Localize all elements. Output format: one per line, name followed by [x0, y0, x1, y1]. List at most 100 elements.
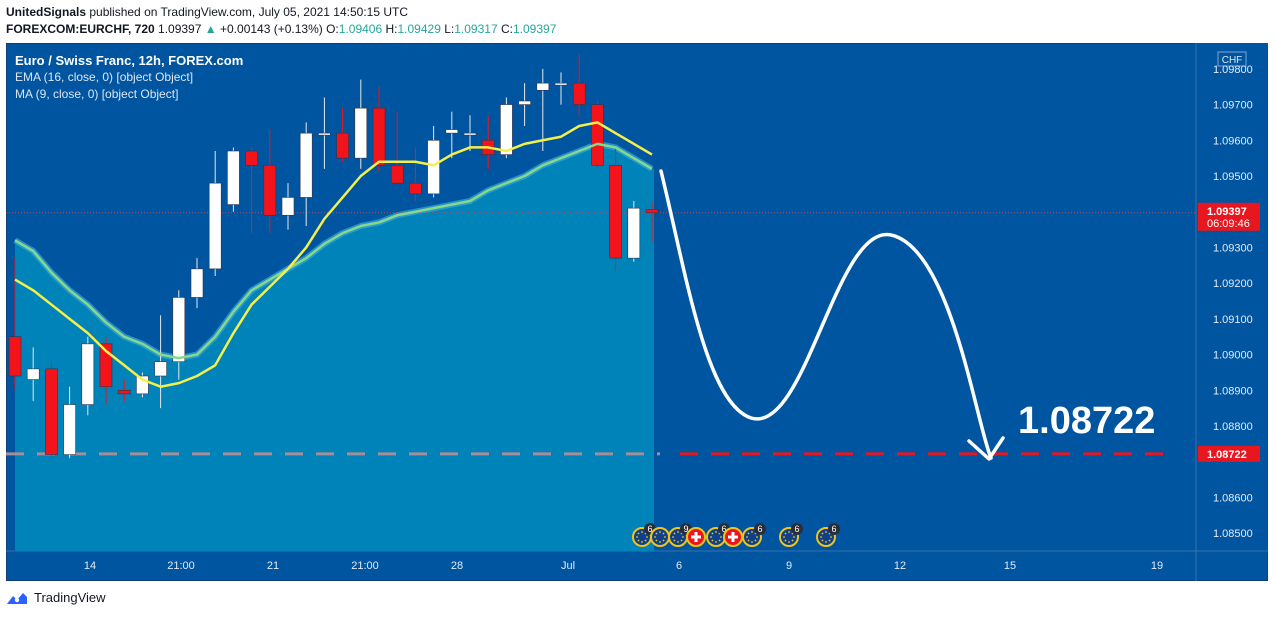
currency-box [1217, 51, 1247, 67]
candle-body[interactable] [208, 182, 222, 270]
last-price-badge-value: 1.09397 [1207, 206, 1247, 218]
event-count-label: 6 [831, 524, 836, 534]
eu-star-dot [637, 539, 640, 542]
eu-star-dot [783, 536, 785, 538]
eu-star-dot [821, 532, 824, 535]
event-count-label: 6 [794, 524, 799, 534]
legend-ma[interactable]: MA (9, close, 0) [object Object] [15, 87, 179, 101]
candle-body[interactable] [245, 150, 258, 166]
candle-body[interactable] [190, 268, 204, 298]
chart-legend: Euro / Swiss Franc, 12h, FOREX.com EMA (… [15, 52, 243, 103]
eu-star-dot [659, 531, 661, 533]
eu-star-dot [637, 532, 640, 535]
time-tick-label: 14 [84, 560, 96, 572]
candle-body[interactable] [172, 297, 186, 363]
last-price-badge [1198, 202, 1260, 231]
candle-body[interactable] [117, 389, 131, 395]
eu-star-dot [654, 536, 656, 538]
eu-star-dot [788, 541, 790, 543]
currency-label[interactable]: CHF [1222, 55, 1243, 66]
legend-ema[interactable]: EMA (16, close, 0) [object Object] [15, 70, 194, 84]
ma-line[interactable] [14, 121, 653, 388]
eu-star-dot [830, 536, 832, 538]
chart-frame[interactable]: 1.08722 CHF 1.09800 1.09700 1.09600 1.09500 1.… [6, 43, 1268, 581]
price-tick-label: 1.08900 [1213, 385, 1253, 397]
candle-body[interactable] [518, 100, 531, 105]
eu-star-dot [784, 532, 787, 535]
candle-body[interactable] [390, 164, 404, 184]
event-count-label: 9 [683, 524, 688, 534]
price-tick-label: 1.09700 [1213, 100, 1253, 112]
eu-star-dot [825, 541, 827, 543]
target-annotation: 1.08722 [1018, 400, 1155, 442]
candle-body[interactable] [536, 82, 550, 91]
candle-body[interactable] [372, 107, 386, 166]
tradingview-logo-icon [7, 592, 27, 604]
candle-body[interactable] [609, 164, 622, 259]
eu-star-dot [641, 541, 643, 543]
author-name[interactable]: UnitedSignals [6, 5, 87, 19]
eu-star-dot [791, 539, 794, 542]
price-tick-label: 1.08600 [1213, 492, 1253, 504]
high-label: H: [385, 22, 398, 36]
candle-body[interactable] [318, 132, 331, 136]
eu-star-dot [756, 536, 758, 538]
candle-body[interactable] [336, 132, 349, 159]
candle-body[interactable] [427, 139, 440, 195]
eu-star-dot [793, 536, 795, 538]
candle-body[interactable] [26, 368, 40, 380]
footer-brand-label: TradingView [34, 590, 106, 605]
candle-body[interactable] [445, 129, 459, 134]
change-text: +0.00143 (+0.13%) [220, 22, 323, 36]
eu-star-dot [644, 539, 647, 542]
candle-body[interactable] [63, 404, 76, 455]
candle-body[interactable] [81, 343, 95, 405]
time-tick-label: Jul [561, 560, 575, 572]
symbol-label: FOREXCOM:EURCHF, 720 [6, 22, 155, 36]
legend-title: Euro / Swiss Franc, 12h, FOREX.com [15, 53, 244, 68]
candle-body[interactable] [554, 82, 568, 86]
eu-star-dot [718, 539, 721, 542]
eu-flag-icon[interactable] [650, 527, 670, 547]
candle-body[interactable] [572, 82, 586, 105]
candle-body[interactable] [409, 182, 422, 195]
candle-body[interactable] [354, 107, 368, 159]
candle-body[interactable] [227, 150, 240, 205]
time-tick-label: 21:00 [351, 560, 379, 572]
candle-body[interactable] [281, 197, 295, 216]
candle-body[interactable] [463, 132, 477, 136]
eu-star-dot [641, 531, 643, 533]
time-tick-label: 28 [451, 560, 463, 572]
ema-area-fill [15, 143, 654, 551]
publish-text: published on TradingView.com, July 05, 2… [89, 5, 409, 19]
price-tick-label: 1.09000 [1213, 350, 1253, 362]
candle-body[interactable] [627, 207, 641, 259]
eu-star-dot [682, 536, 684, 538]
candle-body[interactable] [263, 164, 277, 216]
eu-star-dot [662, 532, 665, 535]
candle-body[interactable] [299, 132, 313, 198]
candle-body[interactable] [154, 361, 167, 377]
target-price-badge-value: 1.08722 [1207, 449, 1247, 461]
eu-star-dot [672, 536, 674, 538]
candle-body[interactable] [500, 104, 513, 155]
price-tick-label: 1.09300 [1213, 242, 1253, 254]
eu-star-dot [664, 536, 666, 538]
eu-star-dot [747, 532, 750, 535]
eu-star-dot [655, 532, 658, 535]
candle-body[interactable] [45, 368, 58, 455]
eu-star-dot [715, 541, 717, 543]
swiss-cross-v [694, 532, 698, 542]
candle-body[interactable] [645, 209, 659, 214]
ema-line[interactable] [14, 142, 653, 360]
footer-brand[interactable]: TradingView [6, 590, 106, 605]
low-value: 1.09317 [454, 22, 498, 36]
eu-star-dot [711, 532, 714, 535]
time-tick-label: 9 [786, 560, 792, 572]
candle-body[interactable] [8, 336, 22, 377]
eu-star-dot [751, 531, 753, 533]
eu-star-dot [677, 541, 679, 543]
candle-body[interactable] [591, 104, 604, 166]
high-value: 1.09429 [397, 22, 441, 36]
